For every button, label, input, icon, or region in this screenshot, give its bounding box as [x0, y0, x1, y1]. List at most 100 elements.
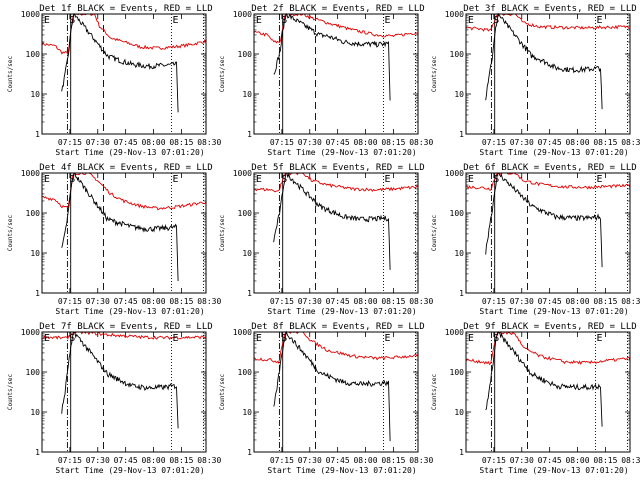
y-tick-label: 10: [242, 249, 252, 258]
edge-marker: S: [69, 333, 75, 344]
edge-marker: E: [468, 333, 474, 344]
x-tick-label: 08:00: [141, 297, 165, 306]
series-line-black: [61, 172, 179, 282]
panel-det-6f: Det 6f BLACK = Events, RED = LLD Counts/s…: [431, 163, 640, 316]
edge-marker: E: [385, 333, 391, 344]
y-axis-label: Counts/sec: [7, 374, 14, 411]
edge-marker: S: [69, 174, 75, 185]
panel-title: Det 6f BLACK = Events, RED = LLD: [463, 163, 636, 173]
panel-det-5f: Det 5f BLACK = Events, RED = LLD Counts/s…: [219, 163, 433, 316]
edge-marker: S: [281, 15, 287, 26]
series-line-black: [273, 172, 391, 270]
x-tick-label: 07:15: [58, 138, 82, 147]
series-line-red: [41, 172, 207, 211]
x-tick-label: 07:45: [114, 138, 138, 147]
series-line-red: [41, 13, 207, 56]
y-tick-label: 1000: [21, 328, 40, 337]
y-tick-label: 100: [238, 50, 253, 59]
x-tick-label: 08:00: [141, 138, 165, 147]
x-tick-label: 07:15: [482, 297, 506, 306]
x-tick-label: 07:15: [482, 138, 506, 147]
series-line-black: [273, 330, 391, 442]
y-tick-label: 1: [459, 289, 464, 298]
y-tick-label: 100: [450, 209, 465, 218]
y-tick-label: 1000: [445, 10, 464, 19]
x-tick-label: 07:30: [86, 297, 110, 306]
edge-marker: E: [468, 174, 474, 185]
x-tick-label: 08:30: [409, 138, 433, 147]
y-tick-label: 1: [35, 130, 40, 139]
x-axis-label: Start Time (29-Nov-13 07:01:20): [267, 148, 416, 157]
series-line-black: [485, 172, 603, 268]
y-tick-label: 10: [454, 249, 464, 258]
x-tick-label: 08:00: [565, 138, 589, 147]
x-tick-label: 08:15: [169, 456, 193, 465]
x-tick-label: 07:30: [86, 456, 110, 465]
series-line-black: [485, 12, 603, 110]
x-tick-label: 08:30: [409, 456, 433, 465]
y-axis-label: Counts/sec: [7, 56, 14, 93]
edge-marker: E: [597, 15, 603, 26]
y-tick-label: 1: [247, 448, 252, 457]
edge-marker: S: [281, 333, 287, 344]
y-tick-label: 100: [238, 368, 253, 377]
plot-frame: [465, 331, 631, 453]
plot-frame: [253, 331, 419, 453]
x-tick-label: 08:30: [621, 297, 640, 306]
y-axis-label: Counts/sec: [431, 374, 438, 411]
x-tick-label: 08:15: [169, 138, 193, 147]
y-tick-label: 10: [30, 249, 40, 258]
x-tick-label: 07:30: [510, 456, 534, 465]
panel-det-7f: Det 7f BLACK = Events, RED = LLD Counts/s…: [7, 322, 221, 475]
x-tick-label: 08:15: [169, 297, 193, 306]
x-tick-label: 07:30: [86, 138, 110, 147]
y-tick-label: 1000: [21, 169, 40, 178]
y-tick-label: 100: [238, 209, 253, 218]
x-tick-label: 07:45: [326, 138, 350, 147]
edge-marker: S: [493, 15, 499, 26]
series-line-red: [465, 13, 631, 32]
x-tick-label: 08:15: [381, 297, 405, 306]
x-tick-label: 07:30: [298, 456, 322, 465]
series-line-red: [253, 172, 419, 193]
x-tick-label: 08:00: [353, 456, 377, 465]
x-axis-label: Start Time (29-Nov-13 07:01:20): [479, 466, 628, 475]
edge-marker: E: [44, 333, 50, 344]
x-tick-label: 08:30: [409, 297, 433, 306]
panel-title: Det 7f BLACK = Events, RED = LLD: [39, 322, 212, 332]
series-line-black: [61, 13, 179, 113]
x-tick-label: 07:15: [270, 138, 294, 147]
y-tick-label: 100: [26, 368, 41, 377]
y-tick-label: 100: [450, 368, 465, 377]
x-tick-label: 07:30: [298, 297, 322, 306]
panel-title: Det 1f BLACK = Events, RED = LLD: [39, 4, 212, 14]
y-axis-label: Counts/sec: [431, 56, 438, 93]
panel-det-4f: Det 4f BLACK = Events, RED = LLD Counts/s…: [7, 163, 221, 316]
x-tick-label: 07:15: [58, 297, 82, 306]
series-line-black: [273, 12, 391, 101]
y-tick-label: 1: [35, 448, 40, 457]
x-axis-label: Start Time (29-Nov-13 07:01:20): [55, 307, 204, 316]
x-tick-label: 08:00: [353, 297, 377, 306]
x-tick-label: 07:15: [270, 297, 294, 306]
y-tick-label: 10: [454, 408, 464, 417]
x-axis-label: Start Time (29-Nov-13 07:01:20): [55, 148, 204, 157]
y-tick-label: 1000: [445, 169, 464, 178]
panel-det-2f: Det 2f BLACK = Events, RED = LLD Counts/s…: [219, 4, 433, 157]
panel-title: Det 2f BLACK = Events, RED = LLD: [251, 4, 424, 14]
plot-frame: [465, 172, 631, 294]
x-tick-label: 07:30: [298, 138, 322, 147]
edge-marker: S: [493, 333, 499, 344]
x-axis-label: Start Time (29-Nov-13 07:01:20): [267, 466, 416, 475]
edge-marker: E: [173, 15, 179, 26]
x-tick-label: 08:30: [197, 138, 221, 147]
y-axis-label: Counts/sec: [431, 215, 438, 252]
x-axis-label: Start Time (29-Nov-13 07:01:20): [479, 307, 628, 316]
edge-marker: S: [69, 15, 75, 26]
edge-marker: S: [281, 174, 287, 185]
x-tick-label: 08:00: [565, 456, 589, 465]
x-tick-label: 08:30: [197, 297, 221, 306]
x-tick-label: 08:00: [353, 138, 377, 147]
panel-det-8f: Det 8f BLACK = Events, RED = LLD Counts/s…: [219, 322, 433, 475]
y-tick-label: 10: [30, 90, 40, 99]
